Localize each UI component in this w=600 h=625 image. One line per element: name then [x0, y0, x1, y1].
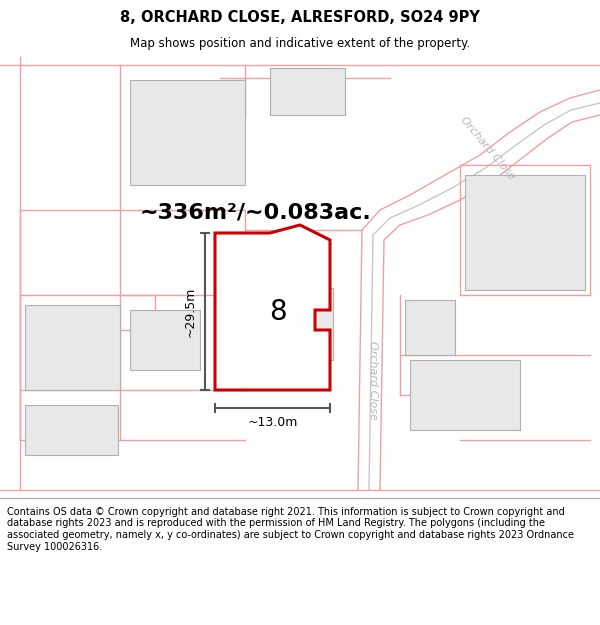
Polygon shape: [215, 225, 330, 390]
Text: ~13.0m: ~13.0m: [247, 416, 298, 429]
Text: Orchard Close: Orchard Close: [368, 341, 378, 419]
Bar: [405, 300, 455, 355]
Text: Orchard Close: Orchard Close: [459, 114, 517, 181]
Text: 8: 8: [269, 298, 286, 326]
Bar: [130, 310, 200, 370]
Bar: [25, 305, 120, 390]
Text: Contains OS data © Crown copyright and database right 2021. This information is : Contains OS data © Crown copyright and d…: [7, 507, 574, 551]
Text: 8, ORCHARD CLOSE, ALRESFORD, SO24 9PY: 8, ORCHARD CLOSE, ALRESFORD, SO24 9PY: [120, 11, 480, 26]
Bar: [270, 68, 345, 115]
Text: Map shows position and indicative extent of the property.: Map shows position and indicative extent…: [130, 38, 470, 51]
Bar: [410, 360, 520, 430]
Bar: [465, 175, 585, 290]
Bar: [130, 80, 245, 185]
Text: ~336m²/~0.083ac.: ~336m²/~0.083ac.: [139, 202, 371, 222]
Bar: [258, 288, 333, 360]
Bar: [25, 405, 118, 455]
Text: ~29.5m: ~29.5m: [184, 286, 197, 337]
